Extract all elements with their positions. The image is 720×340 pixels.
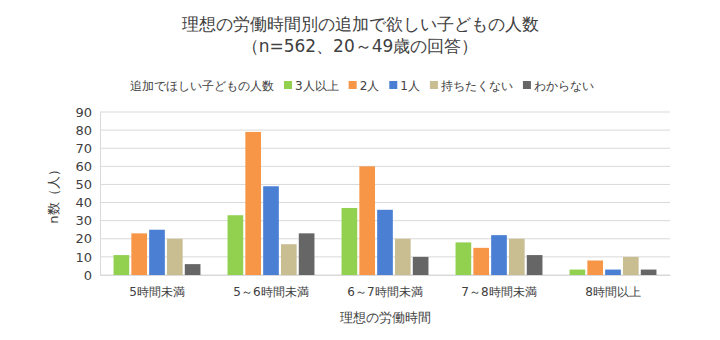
x-tick-label: 8時間以上 xyxy=(585,285,641,299)
grid-line xyxy=(100,166,670,167)
y-tick-label: 70 xyxy=(75,141,92,156)
y-axis: 0 10 20 30 40 50 60 70 80 90 xyxy=(75,105,100,283)
y-tick: 30 xyxy=(75,213,100,228)
legend-label: わからない xyxy=(534,79,594,93)
x-tick: 5～6時間未満 xyxy=(233,275,308,299)
legend-label: 3人以上 xyxy=(295,79,339,93)
x-tick: 7～8時間未満 xyxy=(461,275,536,299)
x-tick: 6～7時間未満 xyxy=(347,275,422,299)
grid-line xyxy=(100,148,670,149)
chart: 理想の労働時間別の追加で欲しい子どもの人数（n=562、20～49歳の回答） 追加… xyxy=(0,0,720,340)
legend-swatch xyxy=(523,81,531,89)
bar xyxy=(281,244,297,275)
bar xyxy=(473,248,489,275)
y-tick: 60 xyxy=(75,159,100,174)
bar xyxy=(185,264,201,275)
y-tick-label: 40 xyxy=(75,195,92,210)
bar xyxy=(245,132,261,275)
y-tick-label: 0 xyxy=(84,268,92,283)
y-tick-label: 50 xyxy=(75,177,92,192)
y-tick: 70 xyxy=(75,141,100,156)
bar xyxy=(299,233,315,275)
bars xyxy=(114,132,657,275)
bar xyxy=(167,239,183,275)
x-tick: 8時間以上 xyxy=(585,275,641,299)
y-tick-label: 60 xyxy=(75,159,92,174)
legend-label: 持ちたくない xyxy=(441,79,513,93)
bar xyxy=(149,230,165,275)
y-tick: 50 xyxy=(75,177,100,192)
y-tick: 20 xyxy=(75,231,100,246)
bar xyxy=(228,215,244,275)
y-tick-label: 90 xyxy=(75,105,92,120)
grid-line xyxy=(100,202,670,203)
x-tick: 5時間未満 xyxy=(129,275,185,299)
legend-title: 追加でほしい子どもの人数 xyxy=(130,79,274,93)
bar xyxy=(570,270,586,275)
y-tick-label: 10 xyxy=(75,250,92,265)
bar xyxy=(131,233,147,275)
bar xyxy=(509,239,525,275)
y-tick-label: 30 xyxy=(75,213,92,228)
y-tick: 10 xyxy=(75,250,100,265)
y-tick-label: 20 xyxy=(75,231,92,246)
y-tick: 80 xyxy=(75,123,100,138)
y-tick: 0 xyxy=(84,268,100,283)
subtitle: （n=562、20～49歳の回答） xyxy=(242,36,479,56)
bar xyxy=(605,270,621,275)
bar xyxy=(623,257,639,275)
legend-swatch xyxy=(349,81,357,89)
legend-label: 2人 xyxy=(360,79,380,93)
grid xyxy=(100,112,670,275)
bar xyxy=(377,210,393,275)
legend-swatch xyxy=(284,81,292,89)
bar xyxy=(263,186,279,275)
bar xyxy=(491,235,507,275)
x-tick-label: 6～7時間未満 xyxy=(347,285,422,299)
x-axis-line xyxy=(101,275,671,276)
y-tick-label: 80 xyxy=(75,123,92,138)
y-axis-line xyxy=(100,113,101,276)
y-tick: 90 xyxy=(75,105,100,120)
x-tick-label: 5～6時間未満 xyxy=(233,285,308,299)
grid-line xyxy=(100,130,670,131)
grid-line xyxy=(100,184,670,185)
y-tick: 40 xyxy=(75,195,100,210)
bar xyxy=(395,239,411,275)
legend-swatch xyxy=(430,81,438,89)
plot: 0 10 20 30 40 50 60 70 80 90 5時間未満 5～6時間未満 6～7時間未満 7～… xyxy=(75,105,670,299)
x-axis-title: 理想の労働時間 xyxy=(340,310,431,325)
bar xyxy=(456,242,472,275)
bar xyxy=(587,261,603,275)
x-tick-label: 5時間未満 xyxy=(129,285,185,299)
legend: 追加でほしい子どもの人数 3人以上 2人 1人 持ちたくない わからない xyxy=(130,79,594,93)
legend-label: 1人 xyxy=(400,79,420,93)
legend-swatch xyxy=(389,81,397,89)
x-tick-label: 7～8時間未満 xyxy=(461,285,536,299)
bar xyxy=(413,257,429,275)
x-axis: 5時間未満 5～6時間未満 6～7時間未満 7～8時間未満 8時間以上 xyxy=(101,275,671,299)
bar xyxy=(342,208,358,275)
grid-line xyxy=(100,112,670,113)
y-axis-title: n数（人） xyxy=(46,163,61,223)
bar xyxy=(527,255,543,275)
bar xyxy=(641,270,657,275)
bar xyxy=(359,166,375,275)
title: 理想の労働時間別の追加で欲しい子どもの人数 xyxy=(182,14,539,34)
bar xyxy=(114,255,130,275)
